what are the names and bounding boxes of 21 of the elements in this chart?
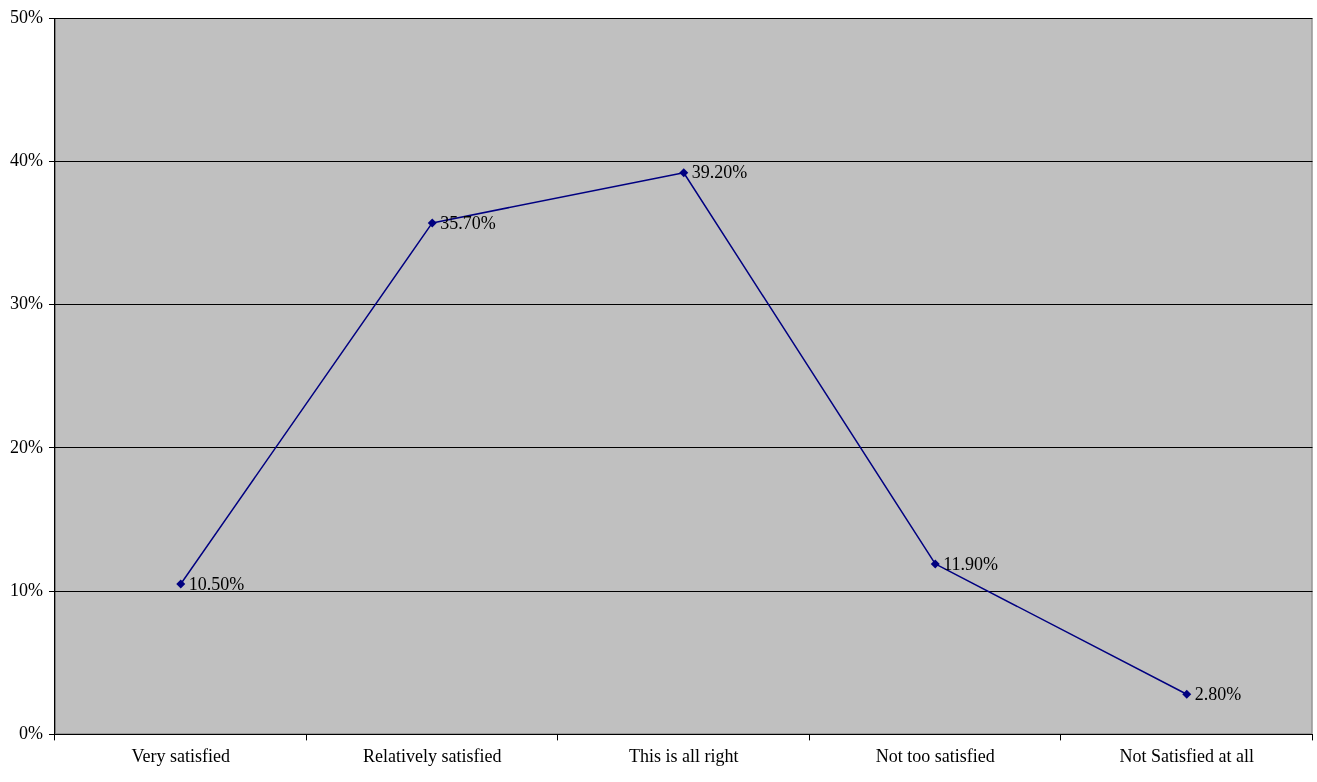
x-tick-label: Very satisfied [131, 745, 230, 766]
y-tick-label: 10% [9, 579, 43, 600]
data-label: 35.70% [440, 212, 496, 233]
point [930, 559, 940, 569]
y-tick-label: 40% [9, 150, 43, 171]
data-label: 11.90% [943, 553, 999, 574]
y-tick-label: 50% [9, 6, 43, 27]
y-tick-label: 20% [9, 436, 43, 457]
x-tick-label: This is all right [629, 745, 739, 766]
point [427, 218, 437, 228]
point [1182, 689, 1192, 699]
x-tick-label: Not Satisfied at all [1119, 745, 1254, 766]
x-tick-label: Relatively satisfied [363, 745, 502, 766]
point [176, 579, 186, 589]
x-tick-label: Not too satisfied [875, 745, 995, 766]
data-label: 10.50% [188, 573, 245, 594]
point [679, 168, 689, 178]
data-label: 2.80% [1194, 684, 1242, 705]
y-tick-label: 0% [18, 723, 43, 744]
y-tick-label: 30% [9, 293, 43, 314]
data-label: 39.20% [691, 162, 748, 183]
